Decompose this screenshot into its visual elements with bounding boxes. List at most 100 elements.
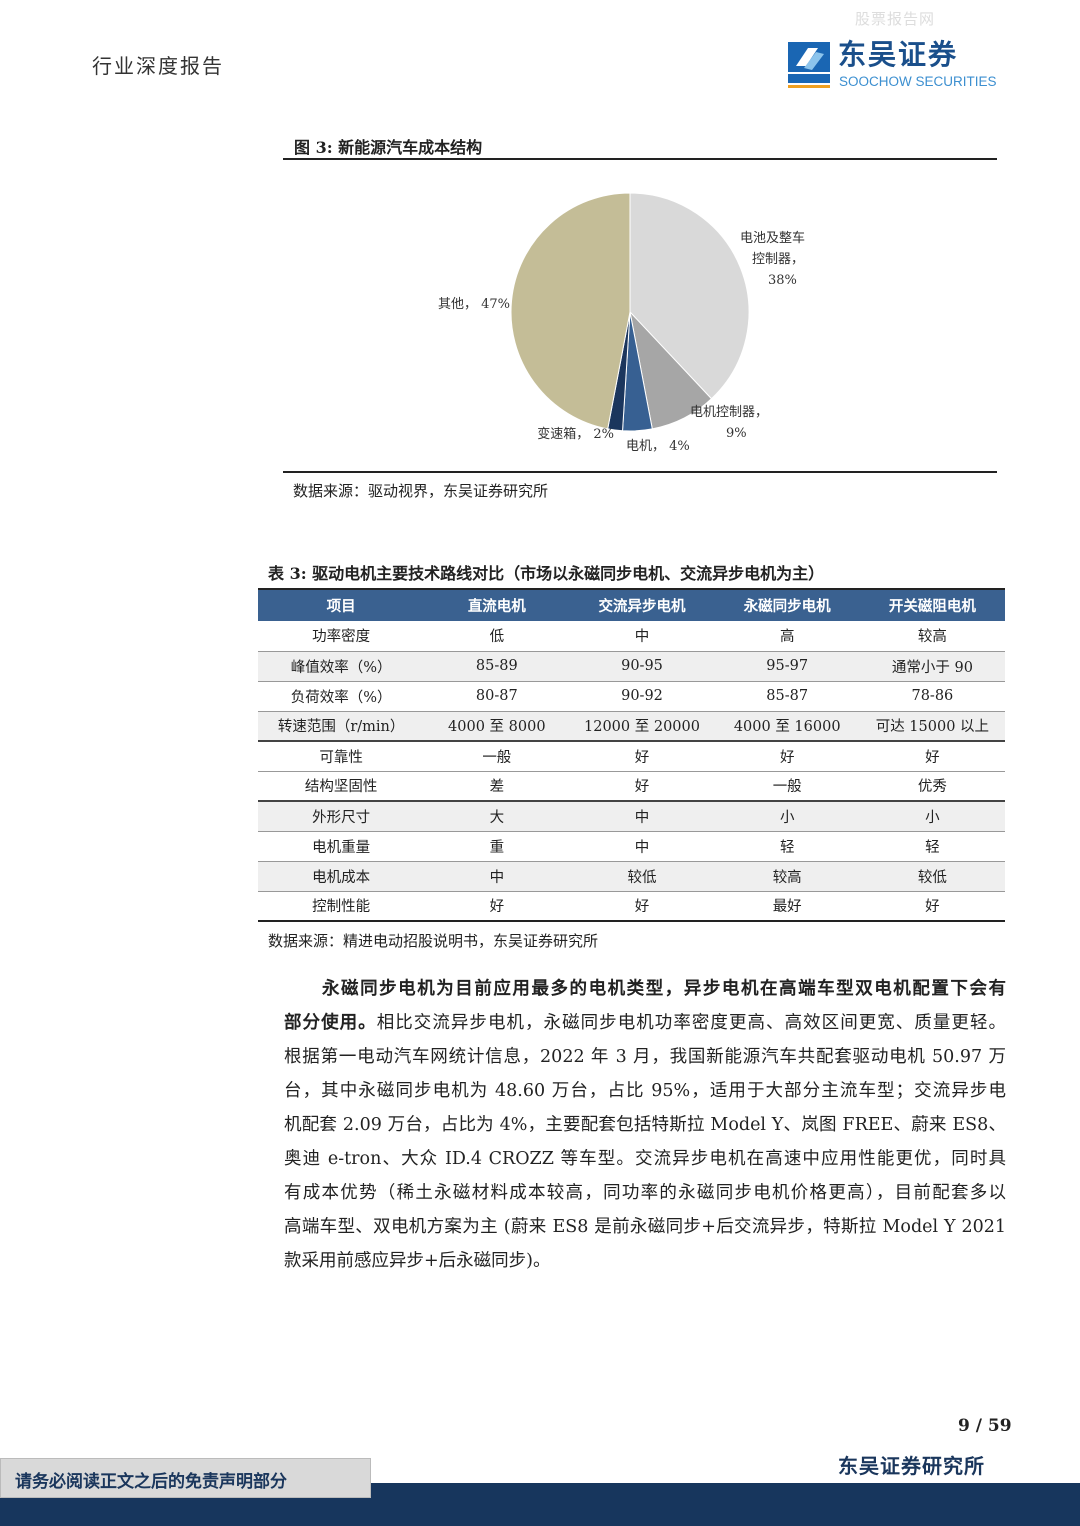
column-header: 直流电机	[424, 588, 570, 621]
table-cell: 85-89	[424, 651, 570, 682]
table-cell: 轻	[859, 831, 1005, 862]
paragraph-line: 有成本优势（稀土永磁材料成本较高，同功率的永磁同步电机价格更高），目前配套多以	[284, 1183, 1006, 1203]
divider	[283, 471, 997, 473]
table-cell: 峰值效率（%）	[258, 651, 425, 682]
table-row: 功率密度低中高较高	[258, 621, 1005, 652]
table-cell: 可靠性	[258, 741, 425, 772]
paragraph-text: 相比交流异步电机，永磁同步电机功率密度更高、高效区间更宽、质量更轻。	[376, 1013, 1007, 1033]
table-cell: 可达 15000 以上	[859, 711, 1005, 742]
table-cell: 轻	[714, 831, 860, 862]
table-cell: 重	[424, 831, 570, 862]
table-cell: 中	[569, 801, 715, 832]
table-cell: 中	[569, 831, 715, 862]
paragraph-line: 部分使用。相比交流异步电机，永磁同步电机功率密度更高、高效区间更宽、质量更轻。	[284, 1006, 1006, 1040]
table-cell: 优秀	[859, 771, 1005, 802]
paragraph-line: 款采用前感应异步+后永磁同步)。	[284, 1251, 551, 1271]
body-paragraph: 永磁同步电机为目前应用最多的电机类型，异步电机在高端车型双电机配置下会有 部分使…	[284, 972, 1006, 1278]
column-header: 交流异步电机	[569, 588, 715, 621]
table-cell: 电机成本	[258, 861, 425, 892]
table-cell: 低	[424, 621, 570, 652]
table-row: 负荷效率（%） 80-87 90-92 85-87 78-86	[258, 681, 1005, 712]
table-cell: 高	[714, 621, 860, 652]
table-cell: 12000 至 20000	[569, 711, 715, 742]
table-row: 结构坚固性差好一般 优秀	[258, 771, 1005, 802]
table-cell: 一般	[424, 741, 570, 772]
table-row: 转速范围（r/min） 4000 至 8000 12000 至 20000 4000 …	[258, 711, 1005, 742]
table-cell: 转速范围（r/min）	[258, 711, 425, 742]
page-number: 9 / 59	[958, 1416, 1012, 1436]
figure-title: 图 3: 新能源汽车成本结构	[294, 138, 483, 157]
table-cell: 好	[424, 891, 570, 922]
bold-lead: 永磁同步电机为目前应用最多的电机类型，异步电机在高端车型双电机配置下会有	[322, 979, 1006, 999]
pie-label: 控制器，	[752, 252, 804, 267]
table-source: 数据来源：精进电动招股说明书，东吴证券研究所	[268, 932, 599, 950]
table-title: 表 3: 驱动电机主要技术路线对比（市场以永磁同步电机、交流异步电机为主）	[268, 564, 825, 583]
pie-label: 电池及整车	[740, 230, 805, 246]
disclaimer-link[interactable]: 请务必阅读正文之后的免责声明部分	[0, 1458, 371, 1498]
table-row: 控制性能好好最好好	[258, 891, 1005, 922]
table-header-row: 项目 直流电机 交流异步电机 永磁同步电机 开关磁阻电机	[258, 588, 1005, 621]
table-cell: 差	[424, 771, 570, 802]
table-cell: 较低	[859, 861, 1005, 892]
logo-text-cn: 东吴证券	[838, 38, 959, 71]
table-cell: 最好	[714, 891, 860, 922]
table-row: 电机成本中较低 较高 较低	[258, 861, 1005, 892]
paragraph-line: 台，其中永磁同步电机为 48.60 万台，占比 95%，适用于大部分主流车型；交…	[284, 1081, 1006, 1101]
table-cell: 好	[569, 891, 715, 922]
pie-label: 电机， 4%	[626, 439, 690, 454]
table-cell: 90-92	[569, 681, 715, 712]
paragraph-line: 根据第一电动汽车网统计信息，2022 年 3 月，我国新能源汽车共配套驱动电机 …	[284, 1047, 1006, 1067]
pie-label: 38%	[768, 273, 797, 288]
column-header: 永磁同步电机	[714, 588, 860, 621]
table-row: 电机重量重中轻轻	[258, 831, 1005, 862]
table-cell: 功率密度	[258, 621, 425, 652]
company-logo: 东吴证券 SOOCHOW SECURITIES	[788, 40, 1003, 92]
pie-label: 其他， 47%	[438, 297, 510, 312]
logo-text-en: SOOCHOW SECURITIES	[839, 74, 997, 89]
table-cell: 90-95	[569, 651, 715, 682]
table-row: 峰值效率（%） 85-89 90-95 95-97 通常小于 90	[258, 651, 1005, 682]
pie-label: 9%	[726, 426, 747, 441]
table-cell: 大	[424, 801, 570, 832]
table-cell: 好	[569, 771, 715, 802]
paragraph-line: 机配套 2.09 万台，占比为 4%，主要配套包括特斯拉 Model Y、岚图 …	[284, 1115, 1006, 1135]
table-row: 外形尺寸大中小小	[258, 801, 1005, 832]
table-cell: 好	[569, 741, 715, 772]
watermark: 股票报告网	[855, 10, 936, 28]
figure-source: 数据来源：驱动视界，东吴证券研究所	[293, 482, 549, 500]
report-type: 行业深度报告	[92, 54, 224, 78]
footer-org: 东吴证券研究所	[838, 1454, 985, 1478]
table-cell: 80-87	[424, 681, 570, 712]
table-cell: 78-86	[859, 681, 1005, 712]
pie-slice-0	[629, 192, 750, 400]
table-cell: 一般	[714, 771, 860, 802]
motor-comparison-table: 项目 直流电机 交流异步电机 永磁同步电机 开关磁阻电机 功率密度低中高较高 峰值效率（%…	[258, 588, 1005, 922]
pie-label: 电机控制器，	[690, 405, 768, 420]
table-cell: 4000 至 16000	[714, 711, 860, 742]
table-cell: 好	[859, 891, 1005, 922]
table-cell: 小	[714, 801, 860, 832]
table-cell: 85-87	[714, 681, 860, 712]
pie-slice-4	[510, 192, 631, 430]
table-cell: 小	[859, 801, 1005, 832]
column-header: 项目	[258, 588, 425, 621]
table-cell: 好	[859, 741, 1005, 772]
paragraph-line: 奥迪 e-tron、大众 ID.4 CROZZ 等车型。交流异步电机在高速中应用…	[284, 1149, 1006, 1169]
column-header: 开关磁阻电机	[859, 588, 1005, 621]
table-cell: 较低	[569, 861, 715, 892]
logo-mark-icon	[788, 42, 830, 88]
table-cell: 外形尺寸	[258, 801, 425, 832]
divider	[283, 158, 997, 160]
table-cell: 好	[714, 741, 860, 772]
pie-label: 变速箱， 2%	[537, 426, 614, 442]
table-row: 可靠性 一般好好好	[258, 741, 1005, 772]
table-cell: 中	[569, 621, 715, 652]
table-cell: 中	[424, 861, 570, 892]
table-cell: 较高	[714, 861, 860, 892]
table-cell: 负荷效率（%）	[258, 681, 425, 712]
table-cell: 电机重量	[258, 831, 425, 862]
table-cell: 4000 至 8000	[424, 711, 570, 742]
table-cell: 较高	[859, 621, 1005, 652]
paragraph-line: 永磁同步电机为目前应用最多的电机类型，异步电机在高端车型双电机配置下会有	[284, 972, 1006, 1006]
